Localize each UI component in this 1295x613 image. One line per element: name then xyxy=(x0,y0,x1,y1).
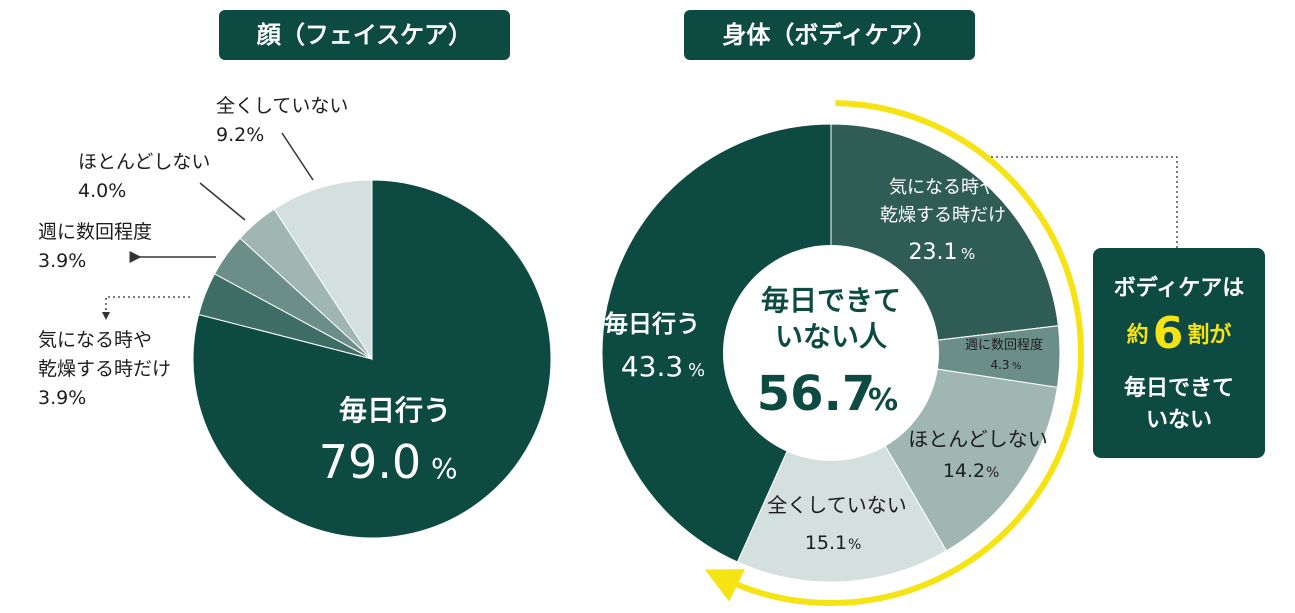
body-chart-title: 身体（ボディケア） xyxy=(684,10,975,60)
callout-line1: ボディケアは xyxy=(1113,276,1245,301)
face-leader-sometimes-arrow xyxy=(102,312,110,320)
face-main-label: 毎日行う xyxy=(339,394,451,427)
center-unit: % xyxy=(868,383,898,418)
body-label-daily-value: 43.3 xyxy=(621,350,683,383)
face-label-rarely-name: ほとんどしない xyxy=(78,151,211,173)
callout-line4: いない xyxy=(1145,408,1212,433)
face-label-none-value: 9.2% xyxy=(216,124,265,146)
body-slice-4 xyxy=(601,123,832,563)
body-label-rarely-value: 14.2 xyxy=(943,460,985,482)
face-leader-sometimes xyxy=(105,296,190,314)
face-slice-4 xyxy=(273,179,373,361)
face-slice-0 xyxy=(192,179,552,539)
center-value: 56.7 xyxy=(757,366,875,422)
body-donut-hole xyxy=(723,245,939,461)
body-label-daily-name: 毎日行う xyxy=(604,310,700,338)
callout-post: 割が xyxy=(1187,323,1232,348)
body-label-rarely-name: ほとんどしない xyxy=(908,427,1047,451)
face-leader-rarely xyxy=(199,182,246,221)
face-main-value: 79.0 xyxy=(319,435,421,489)
body-label-sometimes-line2: 乾燥する時だけ xyxy=(880,205,1006,226)
body-label-none-value: 15.1 xyxy=(805,532,847,554)
body-label-none-unit: % xyxy=(848,537,861,553)
center-line1: 毎日できて xyxy=(761,284,901,317)
callout-box: ボディケアは 約6 割が 毎日できて いない xyxy=(1093,248,1265,458)
callout-line3: 毎日できて xyxy=(1123,376,1234,401)
face-label-none-name: 全くしていない xyxy=(216,95,349,117)
face-label-sometimes-value: 3.9% xyxy=(38,387,87,409)
body-slice-3 xyxy=(736,351,948,583)
face-leader-none xyxy=(281,132,314,181)
body-label-weekly-value: 4.3 xyxy=(990,358,1009,372)
face-label-weekly-name: 週に数回程度 xyxy=(38,221,153,243)
callout-pre: 約 xyxy=(1126,323,1149,348)
body-label-weekly-name: 週に数回程度 xyxy=(965,337,1043,353)
callout-number: 6 xyxy=(1152,308,1184,359)
face-label-weekly: 週に数回程度 3.9% xyxy=(38,218,152,276)
callout-connector xyxy=(991,156,1178,248)
face-pie xyxy=(192,179,552,539)
face-label-sometimes-line1: 気になる時や xyxy=(38,329,153,351)
center-line2: いない人 xyxy=(775,320,887,353)
body-label-sometimes-line1: 気になる時や xyxy=(889,177,997,198)
body-label-none-name: 全くしていない xyxy=(767,493,906,517)
body-label-weekly-unit: % xyxy=(1012,361,1022,372)
body-label-sometimes-value: 23.1 xyxy=(909,240,958,265)
face-label-sometimes: 気になる時や 乾燥する時だけ 3.9% xyxy=(38,326,171,413)
callout-line2: 約6 割が xyxy=(1093,308,1265,359)
face-label-none: 全くしていない 9.2% xyxy=(216,92,348,150)
body-label-sometimes-unit: % xyxy=(961,245,975,263)
body-label-rarely-unit: % xyxy=(986,465,999,481)
face-chart-title: 顔（フェイスケア） xyxy=(219,10,510,60)
face-label-weekly-value: 3.9% xyxy=(38,250,87,272)
body-label-daily-unit: % xyxy=(688,360,705,381)
face-main-unit: % xyxy=(431,452,458,485)
face-label-sometimes-line2: 乾燥する時だけ xyxy=(38,358,172,380)
face-label-rarely-value: 4.0% xyxy=(78,180,127,202)
face-label-rarely: ほとんどしない 4.0% xyxy=(78,148,210,206)
highlight-arc xyxy=(704,100,1084,606)
